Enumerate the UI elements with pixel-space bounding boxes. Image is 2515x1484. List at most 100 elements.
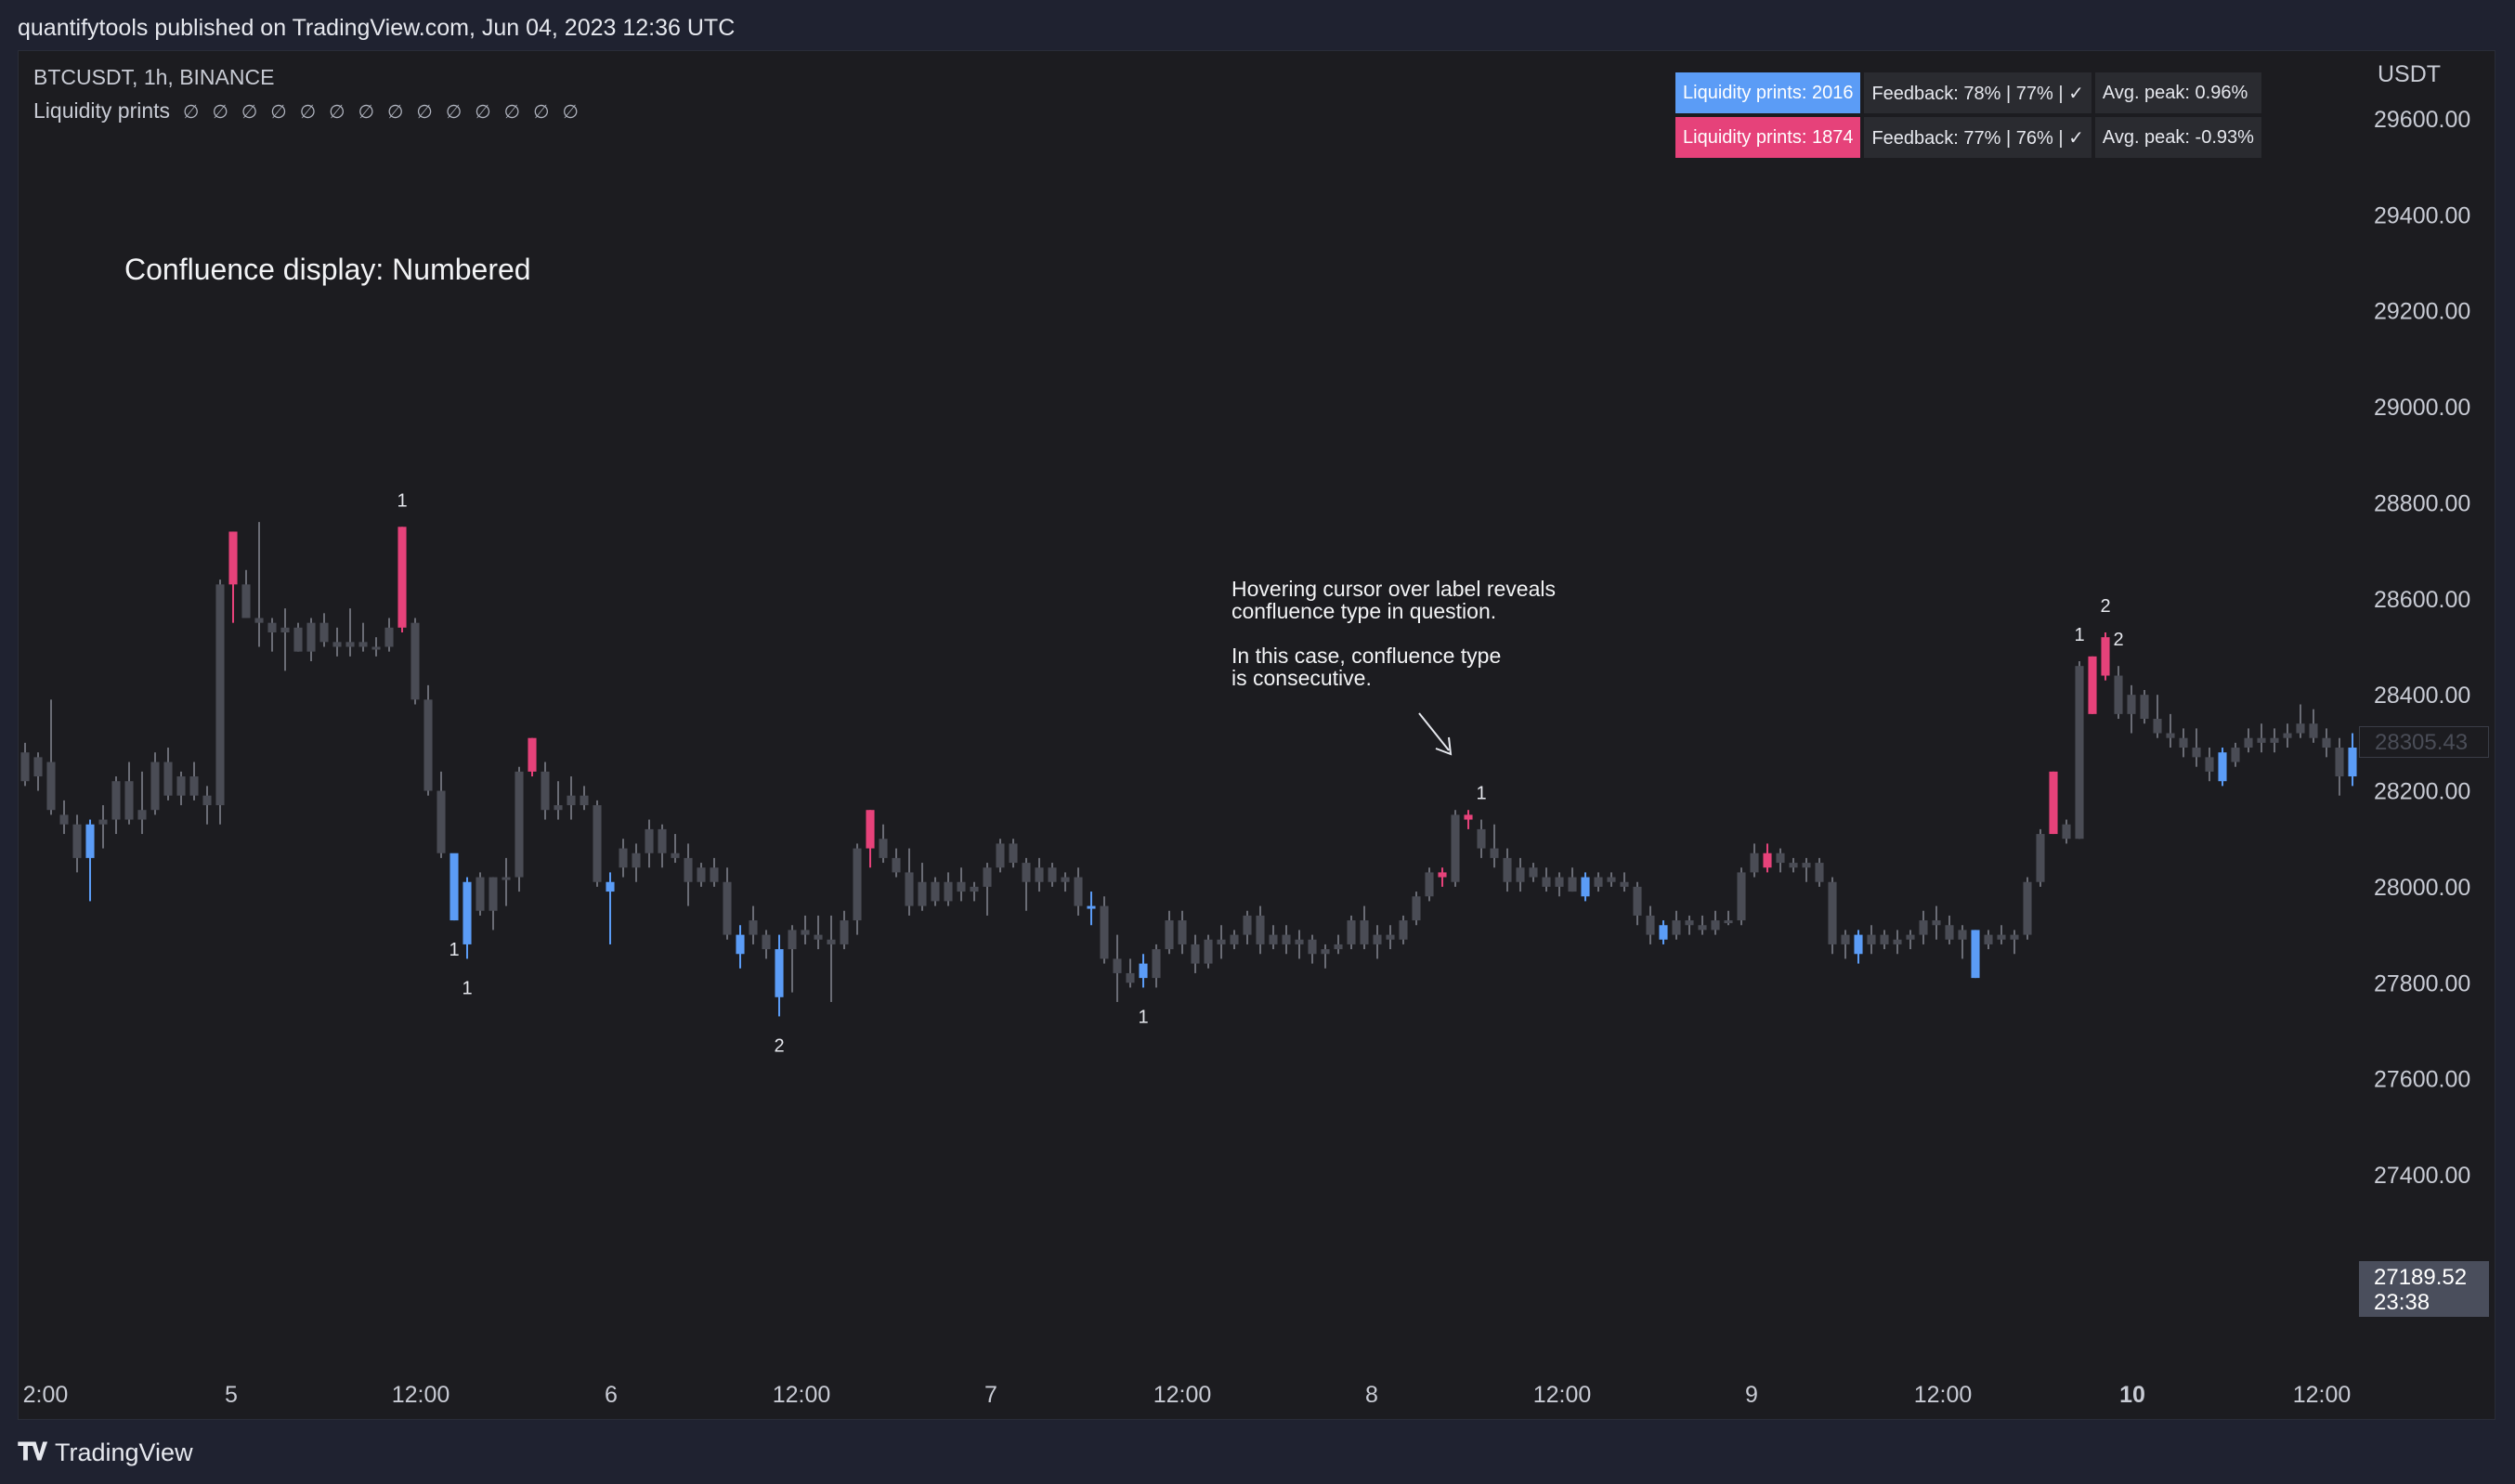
confluence-label[interactable]: 1: [1476, 784, 1486, 804]
candle-body: [1581, 877, 1590, 897]
confluence-label[interactable]: 1: [397, 490, 407, 511]
candle-body: [72, 824, 82, 858]
confluence-label[interactable]: 2: [774, 1035, 784, 1056]
confluence-label[interactable]: 1: [462, 978, 472, 998]
candle-body: [332, 642, 342, 647]
confluence-label[interactable]: 2: [2113, 630, 2123, 650]
candle-body: [1672, 920, 1681, 935]
confluence-label[interactable]: 1: [1138, 1007, 1148, 1027]
candle-body: [2283, 733, 2292, 738]
confluence-label[interactable]: 1: [449, 940, 459, 960]
price-tick-label: 29600.00: [2374, 107, 2470, 133]
bull-prints-count: Liquidity prints: 2016: [1675, 72, 1861, 113]
confluence-label[interactable]: 2: [2100, 596, 2110, 617]
candle-body: [1555, 877, 1564, 887]
candle-body: [2309, 723, 2318, 738]
candle-body: [2218, 752, 2227, 782]
candle-body: [1854, 934, 1863, 955]
candle-body: [1516, 867, 1525, 882]
candle-body: [502, 877, 511, 880]
candle-body: [1815, 863, 1824, 882]
candle-body: [1412, 896, 1421, 921]
price-tick-label: 28200.00: [2374, 779, 2470, 805]
candle-body: [749, 920, 758, 935]
time-tick-label: 12:00: [1533, 1382, 1592, 1408]
candle-body: [1971, 930, 1980, 979]
candle-body: [2114, 675, 2123, 714]
candle-body: [2101, 637, 2110, 676]
candle-body: [2140, 695, 2149, 720]
candle-body: [1503, 857, 1512, 882]
candle-body: [1178, 920, 1187, 944]
time-tick-label: 6: [605, 1382, 618, 1408]
candle-body: [176, 776, 186, 796]
candle-body: [254, 618, 264, 623]
candle-body: [619, 848, 628, 868]
candle-body: [1139, 963, 1148, 979]
candle-body: [528, 737, 537, 772]
candle-body: [1763, 853, 1772, 868]
indicator-name[interactable]: Liquidity prints: [33, 98, 171, 123]
candle-body: [150, 762, 160, 811]
candle-body: [1113, 958, 1122, 973]
candle-body: [306, 622, 316, 652]
candle-body: [1789, 863, 1798, 868]
candle-body: [1308, 939, 1317, 955]
symbol-legend[interactable]: BTCUSDT, 1h, BINANCE: [33, 65, 275, 89]
candle-body: [2231, 748, 2240, 762]
candle-body: [1256, 915, 1265, 944]
candle-body: [1152, 949, 1161, 979]
price-tick-label: 28400.00: [2374, 683, 2470, 709]
brand-name: TradingView: [54, 1438, 193, 1466]
candle-body: [1438, 872, 1447, 878]
confluence-label[interactable]: 1: [2074, 625, 2084, 645]
price-tick-label: 29200.00: [2374, 299, 2470, 325]
indicator-value-na: ∅: [503, 102, 521, 123]
bear-stats-row: Liquidity prints: 1874 Feedback: 77% | 7…: [1675, 117, 2261, 158]
candle-body: [1880, 934, 1889, 944]
candle-body: [2322, 737, 2331, 749]
candle-body: [1282, 934, 1291, 944]
candle-body: [1776, 853, 1785, 864]
candle-body: [1347, 920, 1356, 944]
candle-body: [85, 824, 95, 858]
candle-body: [1451, 814, 1460, 882]
price-tick-label: 29000.00: [2374, 395, 2470, 421]
indicator-value-na: ∅: [329, 102, 345, 123]
candle-body: [1386, 934, 1395, 940]
candle-body: [580, 795, 589, 806]
bull-feedback: Feedback: 78% | 77% | ✓: [1864, 72, 2091, 113]
indicator-legend[interactable]: Liquidity prints ∅ ∅ ∅ ∅ ∅ ∅ ∅ ∅ ∅ ∅ ∅ ∅ ∅ ∅: [33, 98, 592, 124]
candle-body: [879, 839, 888, 858]
candle-body: [866, 810, 875, 849]
candle-body: [384, 627, 394, 647]
candle-body: [241, 584, 251, 618]
time-tick-label: 12:00: [773, 1382, 831, 1408]
candle-body: [1126, 972, 1135, 983]
candle-body: [1958, 930, 1967, 940]
candle-body: [1464, 814, 1473, 820]
publish-header: quantifytools published on TradingView.c…: [0, 0, 2515, 50]
candle-body: [2205, 757, 2214, 772]
indicator-value-na: ∅: [445, 102, 463, 123]
candle-body: [1737, 872, 1746, 921]
candle-body: [1360, 920, 1369, 944]
last-price-tag: 27189.52 23:38: [2359, 1261, 2489, 1317]
candle-body: [554, 805, 563, 811]
candle-body: [371, 646, 381, 650]
candle-body: [1841, 934, 1850, 944]
price-tick-label: 27800.00: [2374, 970, 2470, 996]
candle-body: [957, 881, 966, 892]
indicator-value-na: ∅: [358, 102, 374, 123]
indicator-value-na: ∅: [212, 102, 228, 123]
tradingview-logo[interactable]: 𝐓𝐕 TradingView: [18, 1438, 193, 1467]
candle-body: [450, 853, 459, 921]
candle-body: [1022, 863, 1031, 882]
candle-body: [2192, 748, 2201, 758]
candle-body: [2166, 733, 2175, 738]
indicator-value-na: ∅: [416, 102, 433, 123]
candle-body: [59, 814, 69, 825]
candle-body: [267, 622, 277, 632]
indicator-values: ∅ ∅ ∅ ∅ ∅ ∅ ∅ ∅ ∅ ∅ ∅ ∅ ∅ ∅: [183, 98, 592, 124]
